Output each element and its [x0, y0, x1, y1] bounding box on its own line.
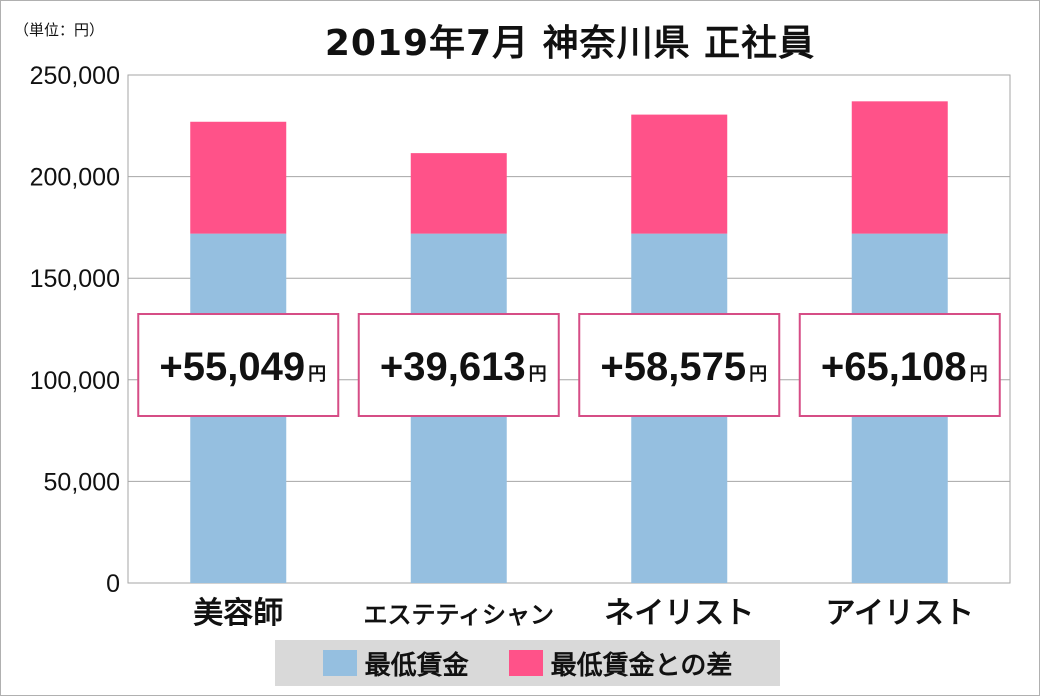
legend-item-min-wage: 最低賃金 [322, 645, 469, 682]
difference-label: +39,613 [380, 345, 526, 389]
x-tick-label: ネイリスト [604, 596, 754, 631]
difference-label: +55,049 [159, 345, 305, 389]
y-tick-label: 250,000 [30, 62, 120, 90]
difference-callout-box [357, 313, 560, 417]
y-tick-label: 50,000 [44, 468, 120, 496]
chart-title: 2019年7月 神奈川県 正社員 [324, 23, 816, 64]
legend-swatch-min-wage [322, 650, 357, 676]
difference-unit: 円 [308, 364, 326, 385]
difference-unit: 円 [749, 364, 767, 385]
x-tick-label: アイリスト [826, 596, 975, 631]
difference-label: +58,575 [600, 345, 746, 389]
unit-label: （単位：円） [14, 21, 105, 39]
bar-segment-difference [190, 121, 287, 234]
legend-swatch-difference [508, 650, 543, 676]
difference-label: +65,108 [821, 345, 967, 389]
difference-callout-box [798, 313, 1001, 417]
legend-label-difference: 最低賃金との差 [550, 650, 733, 681]
difference-callout-box [137, 313, 340, 417]
bar-segment-difference [631, 114, 728, 234]
legend-label-min-wage: 最低賃金 [364, 650, 469, 681]
legend: 最低賃金 最低賃金との差 [275, 640, 780, 686]
difference-callout-box [578, 313, 781, 417]
bar-segment-difference [851, 101, 948, 234]
y-tick-label: 200,000 [30, 164, 120, 192]
y-tick-label: 150,000 [30, 265, 120, 293]
x-tick-label: 美容師 [193, 596, 283, 631]
y-tick-label: 100,000 [30, 367, 120, 395]
bar-segment-difference [410, 153, 507, 234]
y-tick-label: 0 [106, 570, 120, 598]
difference-unit: 円 [529, 364, 547, 385]
x-tick-label: エステティシャン [363, 601, 554, 629]
legend-item-difference: 最低賃金との差 [508, 645, 733, 682]
difference-unit: 円 [970, 364, 988, 385]
